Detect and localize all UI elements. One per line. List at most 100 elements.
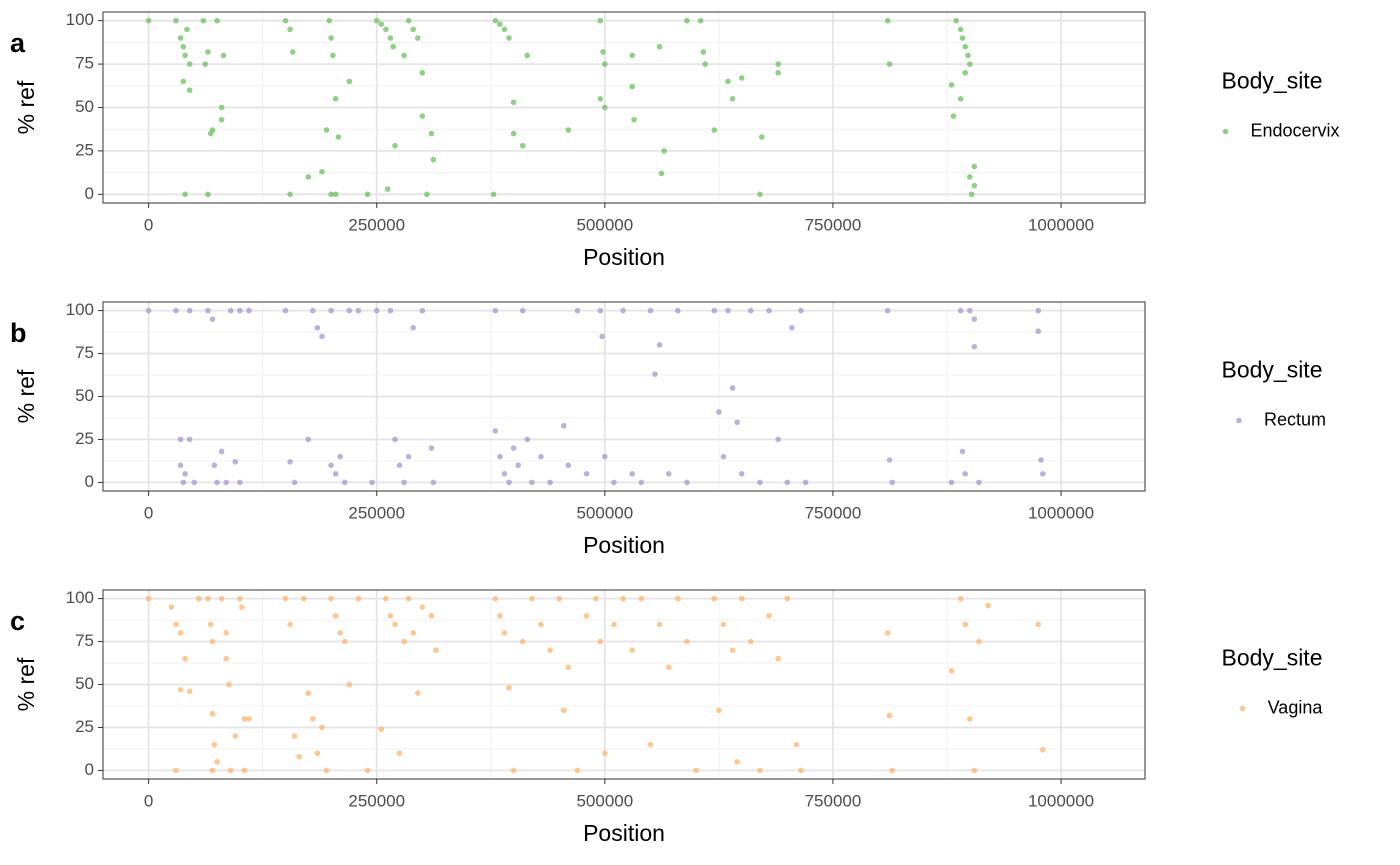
legend-label: Endocervix — [1250, 120, 1339, 140]
point — [428, 130, 435, 137]
point — [186, 61, 193, 67]
legend-title: Body_site — [1221, 645, 1322, 671]
point — [330, 52, 336, 59]
point — [948, 82, 955, 88]
point — [314, 324, 321, 331]
point — [647, 741, 654, 748]
point — [597, 307, 604, 314]
point — [433, 647, 439, 653]
y-tick-label: 75 — [75, 631, 94, 650]
point — [246, 716, 252, 722]
point — [510, 99, 517, 106]
point — [948, 667, 955, 674]
point — [734, 419, 740, 426]
panel-label: b — [10, 318, 27, 348]
point — [629, 471, 636, 477]
legend-key — [1222, 128, 1229, 135]
point — [319, 168, 325, 175]
point — [173, 307, 179, 314]
point — [693, 767, 699, 774]
point — [223, 630, 229, 636]
point — [738, 75, 745, 81]
point — [392, 436, 398, 443]
point — [337, 453, 344, 460]
point — [232, 733, 239, 739]
point — [410, 324, 417, 331]
point — [305, 690, 312, 696]
point — [369, 479, 375, 486]
point — [784, 479, 791, 486]
point — [214, 479, 220, 486]
point — [720, 453, 727, 460]
point — [560, 707, 567, 714]
point — [547, 647, 553, 653]
point — [711, 595, 718, 602]
point — [602, 61, 608, 67]
y-tick-label: 0 — [85, 184, 94, 203]
point — [405, 17, 412, 24]
x-tick-label: 250000 — [348, 215, 405, 234]
point — [177, 630, 184, 636]
point — [323, 127, 330, 133]
point — [182, 471, 188, 477]
point — [631, 116, 637, 123]
x-tick-label: 250000 — [348, 791, 405, 810]
point — [611, 621, 617, 628]
point — [291, 733, 298, 739]
point — [519, 307, 526, 314]
point — [957, 595, 964, 602]
point — [962, 69, 969, 76]
y-tick-label: 50 — [75, 674, 94, 693]
point — [953, 17, 959, 24]
point — [675, 307, 681, 314]
point — [396, 750, 403, 757]
legend-key — [1236, 417, 1242, 424]
point — [675, 595, 681, 602]
point — [326, 17, 333, 24]
x-tick-label: 750000 — [805, 791, 862, 810]
point — [661, 148, 667, 154]
point — [177, 436, 184, 443]
point — [976, 638, 982, 645]
point — [889, 479, 896, 486]
point — [238, 604, 245, 610]
point — [246, 307, 252, 314]
point — [241, 716, 248, 722]
point — [538, 621, 544, 628]
point — [1038, 457, 1044, 463]
point — [373, 17, 380, 24]
x-tick-label: 0 — [144, 503, 153, 522]
x-tick-label: 0 — [144, 215, 153, 234]
x-tick-label: 750000 — [805, 503, 862, 522]
point — [314, 750, 321, 757]
y-tick-label: 25 — [75, 429, 94, 448]
point — [414, 35, 421, 41]
point — [501, 471, 508, 477]
y-tick-label: 25 — [75, 717, 94, 736]
point — [237, 479, 243, 486]
x-tick-label: 1000000 — [1028, 791, 1094, 810]
point — [383, 595, 389, 602]
point — [656, 43, 663, 50]
point — [775, 69, 782, 76]
point — [729, 647, 736, 653]
point — [506, 685, 512, 691]
point — [556, 595, 563, 602]
point — [328, 462, 334, 469]
point — [226, 681, 232, 688]
point — [789, 324, 795, 331]
point — [738, 471, 745, 477]
point — [419, 113, 426, 119]
point — [602, 453, 608, 460]
point — [405, 595, 412, 602]
point — [328, 35, 334, 41]
point — [656, 342, 663, 348]
x-tick-label: 750000 — [805, 215, 862, 234]
plot-border — [102, 589, 1146, 780]
point — [196, 595, 202, 602]
y-tick-label: 0 — [85, 472, 94, 491]
point — [227, 307, 234, 314]
y-axis-title: % ref — [13, 80, 39, 134]
point — [335, 134, 342, 140]
point — [748, 638, 754, 645]
